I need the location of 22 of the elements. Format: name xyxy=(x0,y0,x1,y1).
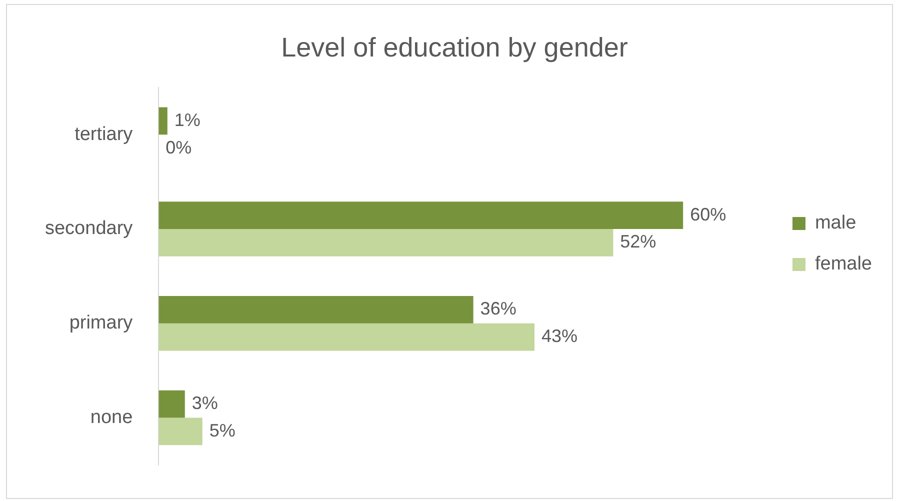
data-label: 60% xyxy=(690,204,726,224)
bar xyxy=(158,107,168,135)
y-tick-label: tertiary xyxy=(74,124,134,145)
y-tick-label: none xyxy=(90,407,133,428)
data-label: 3% xyxy=(192,393,218,414)
legend-label: male xyxy=(814,212,856,234)
y-tick-label: primary xyxy=(69,312,134,334)
data-label: 36% xyxy=(480,298,516,319)
bar xyxy=(158,323,534,351)
bar xyxy=(158,296,474,324)
bar xyxy=(158,418,202,446)
bar xyxy=(158,390,185,418)
chart-title: Level of education by gender xyxy=(281,32,628,63)
y-tick-label: secondary xyxy=(44,218,134,240)
data-label: 5% xyxy=(209,420,236,440)
data-label: 1% xyxy=(174,110,200,130)
data-label: 52% xyxy=(620,232,656,252)
data-label: 43% xyxy=(541,326,578,346)
data-label: 0% xyxy=(166,137,192,158)
legend-label: female xyxy=(814,254,872,275)
bar xyxy=(158,229,614,256)
bar xyxy=(158,202,684,229)
